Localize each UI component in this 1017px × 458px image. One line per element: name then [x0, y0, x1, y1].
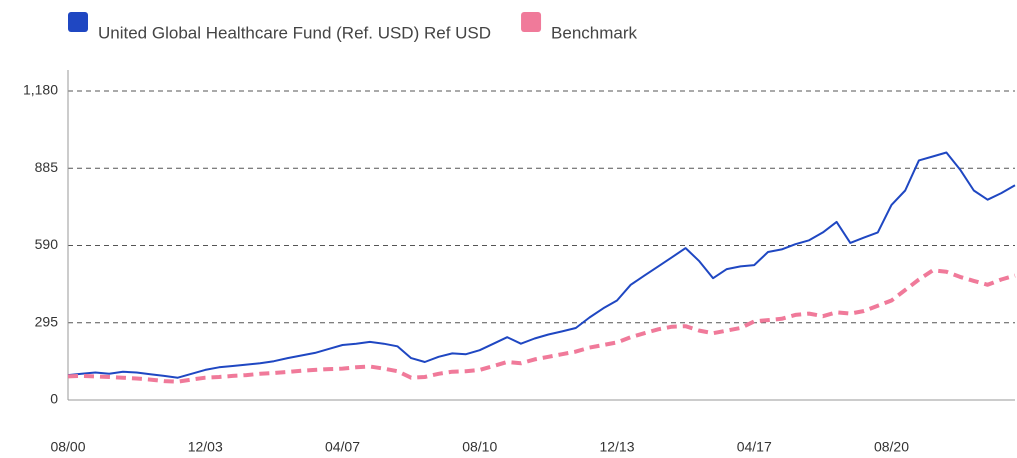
x-tick-label: 04/17	[737, 439, 772, 455]
series-line	[67, 268, 1016, 384]
x-tick-label: 04/07	[325, 439, 360, 455]
y-tick-label: 590	[35, 236, 59, 252]
y-tick-label: 885	[35, 159, 59, 175]
y-tick-label: 1,180	[23, 82, 58, 98]
series-line	[67, 151, 1016, 379]
legend-swatch	[68, 12, 88, 32]
legend-swatch	[521, 12, 542, 32]
y-tick-label: 0	[50, 391, 58, 407]
x-tick-label: 08/00	[50, 439, 85, 455]
y-tick-label: 295	[35, 313, 59, 329]
legend-label: Benchmark	[551, 23, 637, 42]
legend: United Global Healthcare Fund (Ref. USD)…	[68, 12, 638, 42]
x-tick-label: 12/13	[599, 439, 634, 455]
x-tick-label: 12/03	[188, 439, 223, 455]
x-tick-label: 08/10	[462, 439, 497, 455]
legend-label: United Global Healthcare Fund (Ref. USD)…	[98, 23, 491, 42]
x-tick-label: 08/20	[874, 439, 909, 455]
